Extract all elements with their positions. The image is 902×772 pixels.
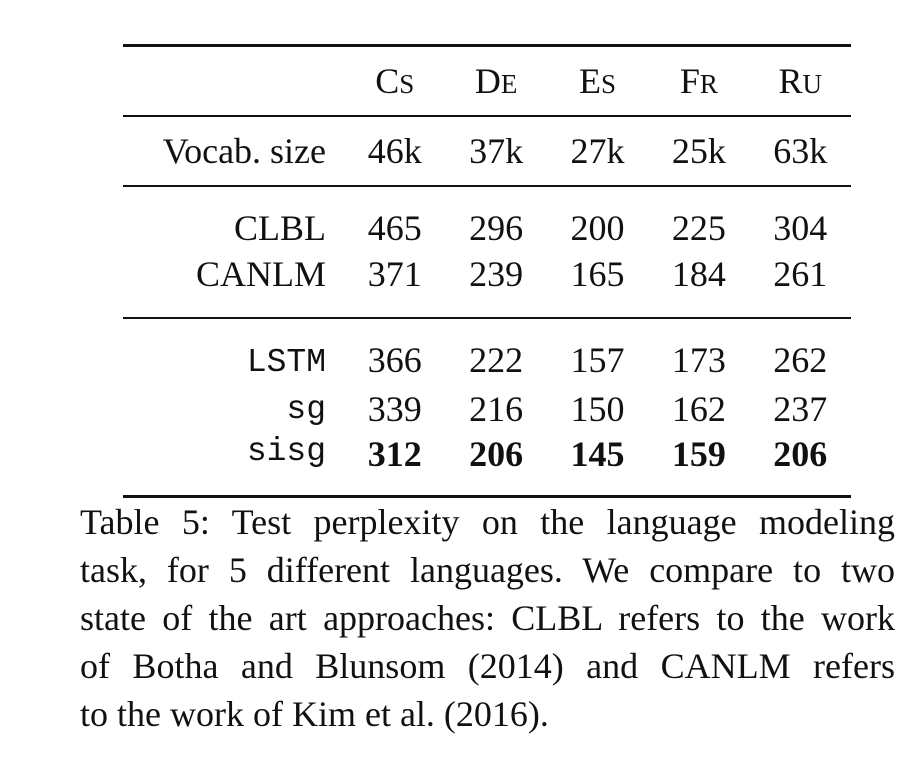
vocab-cs: 46k	[367, 131, 422, 171]
cell-clbl-ru: 304	[773, 208, 828, 248]
cell-sg-cs: 339	[367, 389, 422, 429]
cell-sg-ru: 237	[773, 389, 828, 429]
cell-lstm-cs: 366	[367, 340, 422, 380]
cell-sg-de: 216	[469, 389, 524, 429]
table-caption: Table 5: Test perplexity on the language…	[80, 498, 895, 738]
cell-clbl-de: 296	[469, 208, 524, 248]
header-de-first: D	[474, 61, 501, 101]
table-row-clbl: CLBL 465 296 200 225 304	[123, 186, 851, 253]
header-cs-rest: S	[399, 69, 415, 99]
cell-lstm-de: 222	[469, 340, 524, 380]
cell-canlm-de: 239	[469, 254, 524, 294]
cell-canlm-ru: 261	[773, 254, 828, 294]
cell-lstm-ru: 262	[773, 340, 828, 380]
row-label-canlm: CANLM	[196, 254, 327, 294]
results-table-wrapper: CS DE ES FR RU Vocab. size 46k 37k 27k 2…	[123, 44, 851, 498]
cell-sisg-de: 206	[469, 434, 524, 474]
header-cell-es: ES	[547, 46, 648, 117]
vocab-label: Vocab. size	[162, 131, 327, 171]
cell-sisg-fr: 159	[671, 434, 726, 474]
header-cell-cs: CS	[344, 46, 445, 117]
cell-clbl-cs: 465	[367, 208, 422, 248]
cell-clbl-es: 200	[570, 208, 625, 248]
vocab-size-row: Vocab. size 46k 37k 27k 25k 63k	[123, 116, 851, 186]
vocab-fr: 25k	[671, 131, 726, 171]
caption-line-3: state of the art approaches: CLBL refers…	[80, 598, 895, 638]
vocab-es: 27k	[570, 131, 625, 171]
cell-sg-es: 150	[570, 389, 625, 429]
header-fr-first: F	[679, 61, 700, 101]
row-label-clbl: CLBL	[234, 208, 327, 248]
vocab-de: 37k	[469, 131, 524, 171]
caption-line-5: to the work of Kim et al. (2016).	[80, 694, 549, 734]
table-row-canlm: CANLM 371 239 165 184 261	[123, 253, 851, 318]
row-label-sg: sg	[286, 390, 327, 428]
row-label-sisg: sisg	[246, 433, 327, 470]
header-cell-ru: RU	[750, 46, 851, 117]
header-empty-cell	[123, 46, 344, 117]
header-cs-first: C	[375, 61, 400, 101]
cell-canlm-cs: 371	[367, 254, 422, 294]
caption-line-2: task, for 5 different languages. We comp…	[80, 550, 895, 590]
row-label-lstm: LSTM	[246, 344, 327, 381]
header-es-first: E	[578, 61, 601, 101]
header-es-rest: S	[600, 69, 617, 99]
cell-sisg-ru: 206	[773, 434, 828, 474]
table-row-lstm: LSTM 366 222 157 173 262	[123, 318, 851, 385]
cell-lstm-fr: 173	[671, 340, 726, 380]
cell-clbl-fr: 225	[671, 208, 726, 248]
table-header-row: CS DE ES FR RU	[123, 45, 851, 117]
cell-canlm-fr: 184	[671, 254, 726, 294]
cell-sisg-es: 145	[570, 434, 625, 474]
perplexity-table: CS DE ES FR RU Vocab. size 46k 37k 27k 2…	[123, 44, 851, 498]
header-ru-first: R	[778, 61, 803, 101]
cell-canlm-es: 165	[570, 254, 625, 294]
header-cell-de: DE	[445, 46, 546, 117]
header-ru-rest: U	[802, 69, 823, 99]
header-cell-fr: FR	[648, 46, 749, 117]
table-row-sisg: sisg 312 206 145 159 206	[123, 433, 851, 497]
cell-sg-fr: 162	[671, 389, 726, 429]
caption-line-1: Table 5: Test perplexity on the language…	[80, 502, 895, 542]
header-de-rest: E	[500, 69, 518, 99]
caption-line-4: of Botha and Blunsom (2014) and CANLM re…	[80, 646, 895, 686]
table-row-sg: sg 339 216 150 162 237	[123, 385, 851, 433]
cell-sisg-cs: 312	[367, 434, 422, 474]
cell-lstm-es: 157	[570, 340, 625, 380]
vocab-ru: 63k	[773, 131, 828, 171]
header-fr-rest: R	[699, 69, 718, 99]
